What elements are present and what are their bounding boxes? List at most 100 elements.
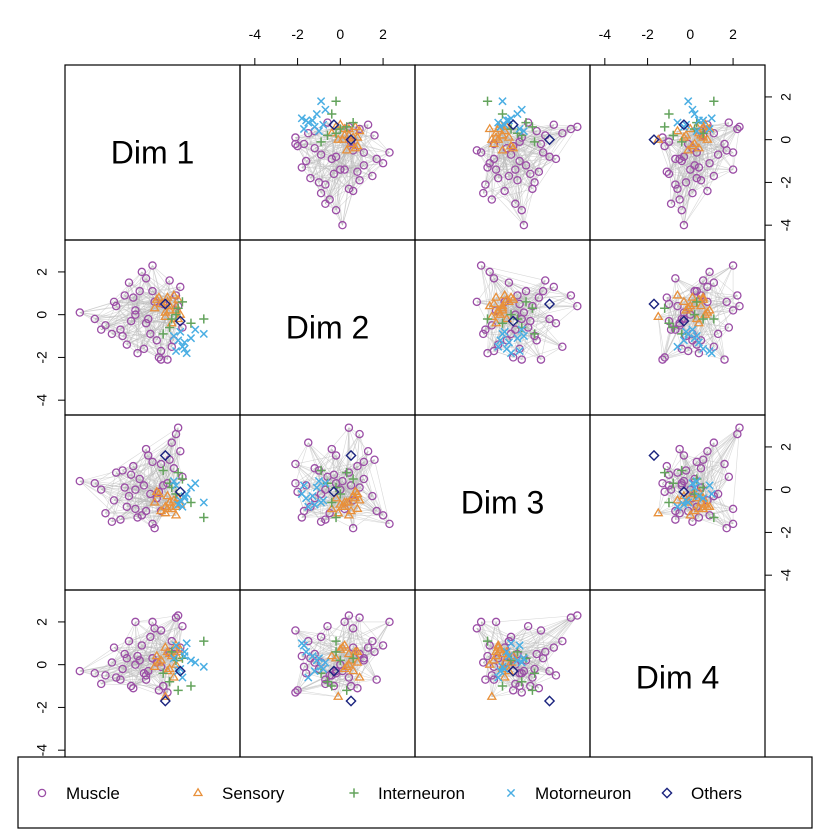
point-sensory	[326, 650, 337, 660]
point-muscle	[722, 523, 731, 533]
panel-3-1	[64, 414, 241, 591]
edge-line	[707, 451, 727, 529]
point-muscle	[148, 457, 157, 467]
edge-line	[320, 636, 358, 653]
point-muscle	[370, 455, 379, 464]
point-sensory	[337, 642, 348, 651]
point-motorneuron	[191, 325, 200, 334]
point-muscle	[135, 656, 144, 665]
edge-line	[495, 303, 520, 324]
point-interneuron	[348, 653, 358, 663]
point-motorneuron	[199, 662, 208, 671]
point-muscle	[722, 146, 731, 155]
point-motorneuron	[186, 334, 196, 343]
edge-line	[141, 271, 177, 296]
point-motorneuron	[301, 116, 311, 125]
point-muscle	[122, 654, 132, 663]
panel-4-4: Dim 4	[589, 589, 766, 766]
legend: Muscle Sensory Interneuron Motorneuron Other…	[17, 756, 813, 829]
edge-line	[135, 459, 170, 490]
point-muscle	[534, 683, 544, 693]
point-sensory	[333, 691, 344, 700]
point-muscle	[139, 344, 149, 354]
point-muscle	[126, 470, 136, 479]
point-muscle	[133, 651, 142, 661]
point-muscle	[517, 668, 526, 678]
edge-line	[666, 465, 719, 495]
point-muscle	[101, 508, 110, 518]
tick-label: 2	[34, 618, 50, 626]
edge-line	[502, 135, 505, 191]
point-muscle	[724, 118, 734, 127]
edge-line	[301, 150, 347, 168]
point-interneuron	[165, 677, 175, 687]
point-motorneuron	[519, 126, 529, 136]
point-motorneuron	[699, 116, 708, 125]
point-sensory	[685, 300, 696, 310]
panel-1-2	[239, 64, 416, 241]
point-muscle	[301, 481, 311, 490]
edge-line	[295, 137, 350, 190]
point-sensory	[170, 659, 182, 668]
point-interneuron	[173, 685, 183, 695]
point-others	[345, 449, 357, 462]
point-muscle	[165, 276, 174, 285]
point-sensory	[689, 138, 700, 148]
tick-label: 2	[729, 26, 737, 42]
edge-line	[521, 126, 578, 211]
edge-line	[504, 190, 525, 226]
edge-line	[534, 640, 563, 670]
point-motorneuron	[690, 109, 699, 119]
edge-line	[483, 662, 493, 676]
point-muscle	[675, 318, 684, 328]
edge-line	[94, 461, 153, 484]
point-interneuron	[529, 137, 540, 147]
point-muscle	[511, 679, 520, 689]
point-sensory	[678, 132, 690, 141]
point-muscle	[573, 301, 582, 311]
point-muscle	[703, 282, 712, 292]
point-others	[648, 134, 660, 146]
point-muscle	[90, 479, 100, 488]
point-muscle	[363, 643, 373, 652]
edge-line	[489, 162, 533, 190]
point-muscle	[688, 188, 697, 198]
point-motorneuron	[169, 654, 179, 663]
point-muscle	[511, 165, 520, 174]
legend-marker-motorneuron	[506, 788, 516, 798]
point-sensory	[490, 127, 502, 137]
point-muscle	[513, 176, 522, 185]
tick-label: 0	[336, 26, 344, 42]
point-muscle	[346, 481, 356, 490]
point-interneuron	[517, 677, 527, 687]
tick-label: -4	[778, 569, 794, 582]
edge-line	[374, 459, 390, 524]
point-motorneuron	[502, 647, 511, 656]
point-motorneuron	[506, 639, 516, 648]
point-muscle	[178, 621, 187, 631]
point-muscle	[378, 158, 388, 168]
point-interneuron	[342, 467, 352, 478]
point-muscle	[344, 611, 354, 620]
point-muscle	[363, 120, 373, 129]
point-muscle	[733, 429, 742, 439]
edge-line	[696, 128, 738, 153]
point-muscle	[705, 267, 714, 277]
point-motorneuron	[707, 489, 716, 499]
edge-line	[128, 282, 147, 324]
edge-line	[295, 143, 335, 175]
point-muscle	[146, 329, 155, 339]
point-muscle	[545, 314, 554, 324]
edge-line	[148, 318, 183, 328]
edge-line	[314, 621, 390, 655]
point-sensory	[350, 486, 361, 495]
point-motorneuron	[321, 105, 330, 114]
edge-line	[318, 135, 375, 183]
edge-line	[668, 303, 700, 354]
edge-line	[504, 668, 535, 678]
point-interneuron	[199, 512, 209, 523]
point-sensory	[678, 296, 690, 306]
point-muscle	[545, 666, 554, 676]
point-sensory	[170, 509, 182, 519]
edge-line	[335, 152, 365, 211]
